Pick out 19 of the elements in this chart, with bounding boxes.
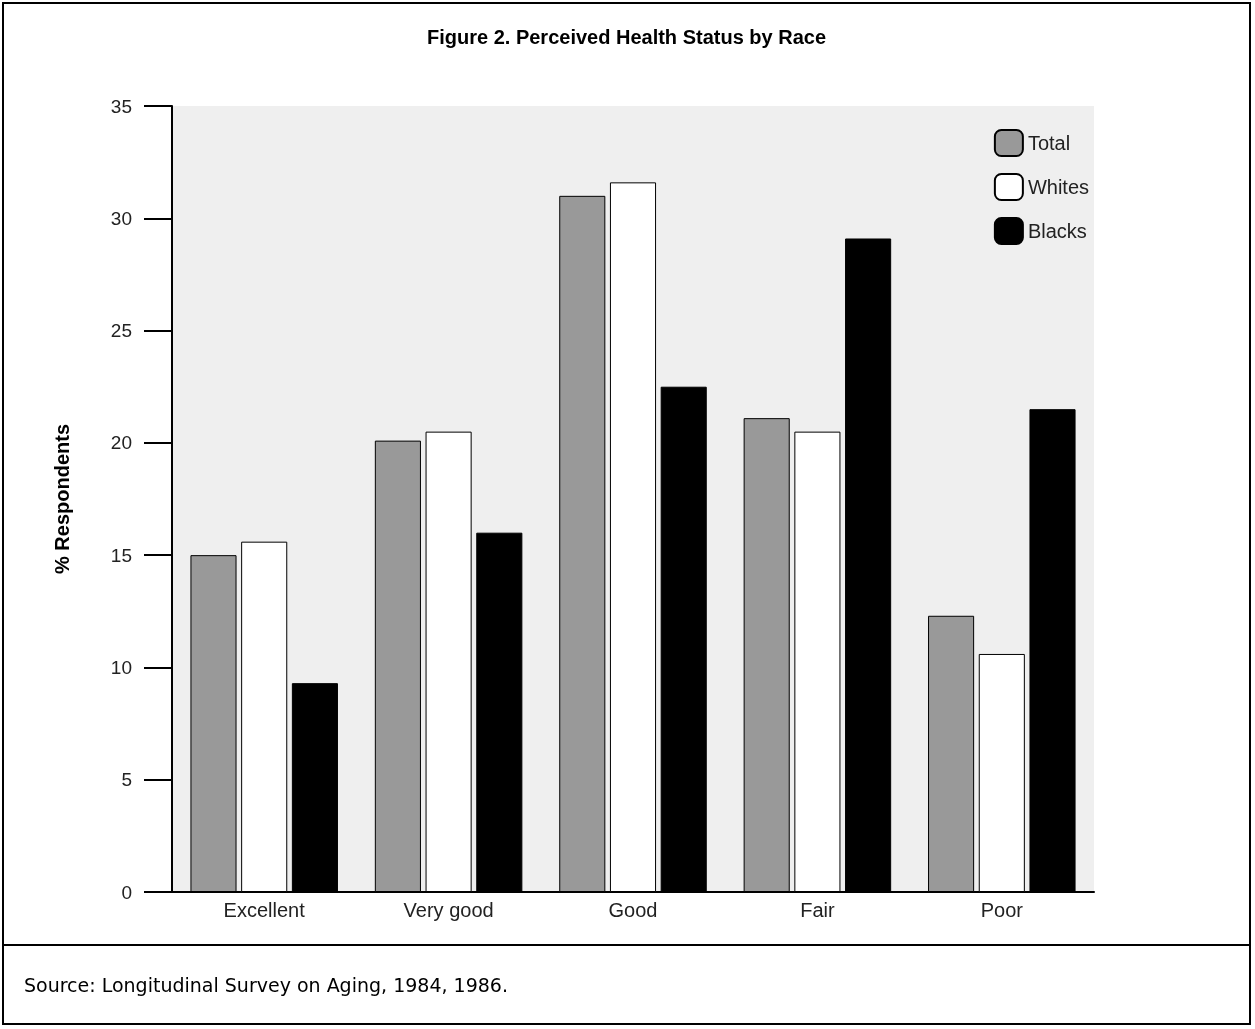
x-tick-label: Poor xyxy=(980,899,1024,921)
chart-title: Figure 2. Perceived Health Status by Race xyxy=(426,26,827,48)
y-tick-label: 15 xyxy=(110,544,132,566)
x-tick-label: Very good xyxy=(403,899,494,921)
legend-label: Total xyxy=(1027,132,1071,154)
y-tick-label: 35 xyxy=(110,95,132,117)
y-tick-label: 0 xyxy=(121,881,132,903)
legend-label: Blacks xyxy=(1027,220,1087,242)
y-tick-label: 25 xyxy=(110,320,132,342)
x-tick-label: Good xyxy=(608,899,658,921)
x-tick-label: Fair xyxy=(800,899,835,921)
y-axis-title: % Respondents xyxy=(51,423,73,575)
x-tick-label: Excellent xyxy=(223,899,306,921)
y-tick-label: 20 xyxy=(110,432,132,454)
source-note: Source: Longitudinal Survey on Aging, 1984, 1986. xyxy=(4,944,1249,1023)
legend-label: Whites xyxy=(1027,176,1089,198)
y-tick-label: 30 xyxy=(110,207,132,229)
y-tick-label: 5 xyxy=(121,769,132,791)
y-tick-label: 10 xyxy=(110,656,132,678)
